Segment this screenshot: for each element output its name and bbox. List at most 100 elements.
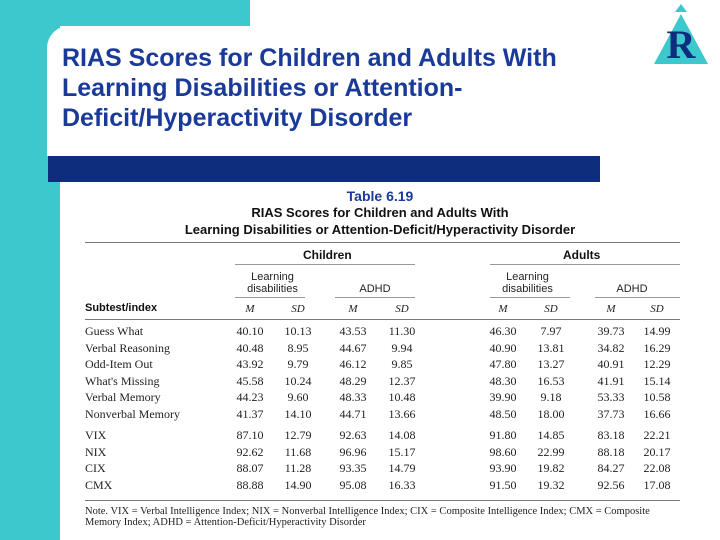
table-note: Note. VIX = Verbal Intelligence Index; N… — [85, 506, 685, 528]
table-cell: 14.10 — [284, 406, 312, 421]
table-cell: 98.60 — [489, 444, 517, 459]
table-cell: 44.67 — [339, 340, 367, 355]
table-cell: 40.91 — [597, 357, 625, 371]
table-cell: 48.50 — [489, 406, 517, 421]
table-caption-line-2: Learning Disabilities or Attention-Defic… — [184, 222, 576, 237]
col-sd-3: SD — [544, 303, 558, 315]
table-cell: 88.88 — [236, 477, 264, 492]
table-cell: 18.00 — [537, 406, 565, 421]
index-name: VIX — [85, 428, 107, 442]
table-cell: 83.18 — [597, 428, 625, 442]
table-cell: 12.37 — [388, 373, 416, 388]
rias-table: Table 6.19 RIAS Scores for Children and … — [80, 186, 680, 536]
subtest-name: Verbal Reasoning — [85, 340, 170, 355]
ld-child-underline — [235, 297, 305, 298]
subtest-name: Nonverbal Memory — [85, 406, 180, 421]
adults-adhd-header: ADHD — [616, 283, 648, 295]
table-cell: 41.37 — [236, 406, 264, 421]
table-cell: 8.95 — [287, 340, 309, 355]
table-cell: 12.29 — [643, 357, 671, 371]
table-bottom-rule — [85, 500, 680, 501]
table-cell: 44.71 — [339, 406, 367, 421]
table-cell: 9.94 — [391, 340, 413, 355]
table-cell: 37.73 — [597, 406, 625, 421]
table-cell: 13.66 — [388, 406, 416, 421]
table-cell: 11.68 — [284, 444, 312, 459]
logo-letter: R — [667, 22, 697, 67]
adults-ld-line-1: Learning — [506, 271, 549, 283]
table-cell: 13.27 — [537, 357, 565, 371]
table-caption-line-1: RIAS Scores for Children and Adults With — [251, 205, 509, 220]
table-cell: 9.85 — [391, 357, 413, 371]
table-cell: 46.12 — [339, 357, 367, 371]
table-cell: 10.24 — [284, 373, 312, 388]
table-cell: 96.96 — [339, 444, 367, 459]
index-name: NIX — [85, 444, 107, 459]
table-cell: 93.35 — [339, 461, 367, 475]
table-cell: 17.08 — [643, 477, 671, 492]
table-cell: 92.63 — [339, 428, 367, 442]
adults-underline — [490, 264, 680, 265]
table-cell: 19.82 — [537, 461, 565, 475]
table-cell: 45.58 — [236, 373, 264, 388]
children-underline — [235, 264, 415, 265]
table-cell: 11.30 — [388, 324, 416, 338]
col-m-1: M — [245, 303, 255, 315]
group-children: Children — [303, 248, 352, 262]
col-sd-2: SD — [395, 303, 409, 315]
table-cell: 9.79 — [287, 357, 309, 371]
table-cell: 7.97 — [540, 324, 562, 338]
index-name: CMX — [85, 477, 113, 492]
table-cell: 95.08 — [339, 477, 367, 492]
table-cell: 88.07 — [236, 461, 264, 475]
table-cell: 20.17 — [643, 444, 671, 459]
table-cell: 92.56 — [597, 477, 625, 492]
row-header: Subtest/index — [85, 302, 158, 314]
table-cell: 11.28 — [284, 461, 312, 475]
table-cell: 91.80 — [489, 428, 517, 442]
table-cell: 41.91 — [597, 373, 625, 388]
children-ld-line-1: Learning — [251, 271, 294, 283]
riverside-logo-icon: R — [654, 4, 708, 67]
adults-ld-header: Learning disabilities — [490, 271, 565, 295]
ld-adult-underline — [490, 297, 570, 298]
header-bottom-rule — [85, 319, 680, 320]
top-accent-strip — [0, 0, 250, 26]
table-cell: 16.33 — [388, 477, 416, 492]
table-cell: 48.33 — [339, 390, 367, 404]
table-cell: 13.81 — [537, 340, 565, 355]
table-cell: 22.99 — [537, 444, 565, 459]
slide-title-line-3: Deficit/Hyperactivity Disorder — [62, 104, 413, 132]
note-line-1: Note. VIX = Verbal Intelligence Index; N… — [85, 506, 650, 517]
adults-ld-line-2: disabilities — [502, 283, 553, 295]
adhd-child-underline — [335, 297, 415, 298]
subtest-name: Odd-Item Out — [85, 357, 153, 371]
adhd-adult-underline — [595, 297, 680, 298]
table-cell: 10.13 — [284, 324, 312, 338]
table-cell: 16.29 — [643, 340, 671, 355]
note-line-2: Memory Index; ADHD = Attention-Deficit/H… — [85, 517, 366, 528]
table-cell: 48.30 — [489, 373, 517, 388]
table-cell: 88.18 — [597, 444, 625, 459]
table-top-rule — [85, 242, 680, 243]
table-cell: 91.50 — [489, 477, 517, 492]
table-cell: 87.10 — [236, 428, 264, 442]
table-cell: 9.60 — [287, 390, 309, 404]
table-cell: 44.23 — [236, 390, 264, 404]
table-cell: 14.79 — [388, 461, 416, 475]
table-cell: 40.10 — [236, 324, 264, 338]
table-cell: 10.48 — [388, 390, 416, 404]
table-cell: 15.17 — [388, 444, 416, 459]
table-cell: 14.90 — [284, 477, 312, 492]
table-cell: 40.48 — [236, 340, 264, 355]
children-ld-header: Learning disabilities — [235, 271, 310, 295]
table-cell: 92.62 — [236, 444, 264, 459]
table-cell: 14.08 — [388, 428, 416, 442]
table-cell: 19.32 — [537, 477, 565, 492]
table-cell: 48.29 — [339, 373, 367, 388]
col-m-2: M — [348, 303, 358, 315]
table-cell: 12.79 — [284, 428, 312, 442]
group-adults: Adults — [563, 248, 601, 262]
table-cell: 53.33 — [597, 390, 625, 404]
table-cell: 43.53 — [339, 324, 367, 338]
